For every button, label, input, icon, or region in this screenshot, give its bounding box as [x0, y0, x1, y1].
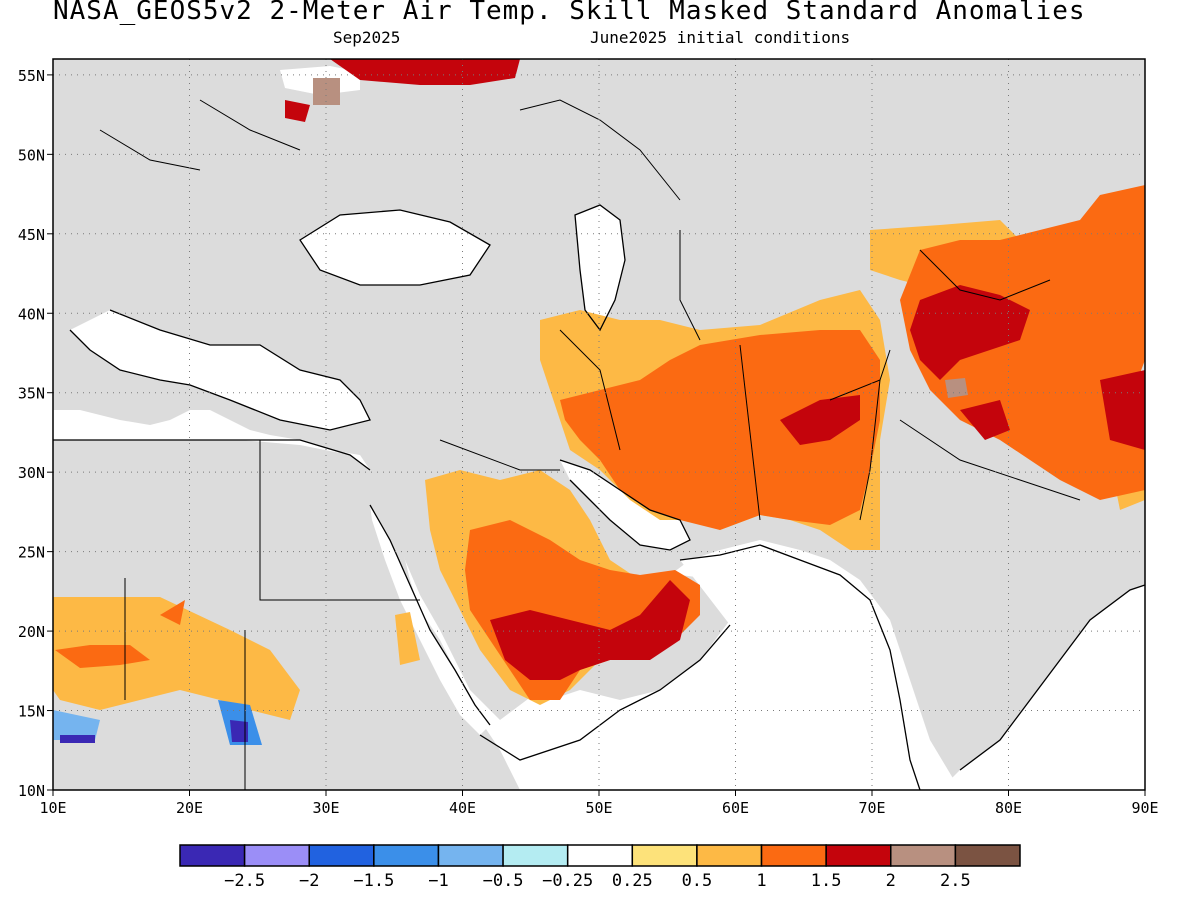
- subtitle-month: Sep2025: [333, 28, 401, 47]
- lat-tick-label: 45N: [18, 226, 45, 244]
- lat-tick-label: 40N: [18, 305, 45, 323]
- seas: [70, 66, 1145, 790]
- legend-swatch: [308, 844, 375, 867]
- lon-tick-label: 40E: [449, 799, 476, 817]
- legend-label: −0.25: [542, 871, 593, 891]
- lat-tick-label: 30N: [18, 464, 45, 482]
- lon-tick-label: 20E: [176, 799, 203, 817]
- legend-label: −1.5: [353, 871, 394, 891]
- legend-swatch: [373, 844, 440, 867]
- grid-lines: [53, 59, 1145, 790]
- legend-swatch: [760, 844, 827, 867]
- legend-swatch: [179, 844, 246, 867]
- subtitle-initial-conditions: June2025 initial conditions: [590, 28, 851, 47]
- lon-tick-label: 80E: [995, 799, 1022, 817]
- lon-tick-label: 10E: [39, 799, 66, 817]
- negative-anomalies: [53, 700, 262, 745]
- legend-swatch: [566, 844, 634, 867]
- legend-label: 0.25: [612, 871, 653, 891]
- map-field: [53, 59, 1145, 790]
- lon-tick-label: 90E: [1131, 799, 1158, 817]
- lat-tick-label: 15N: [18, 703, 45, 721]
- lat-tick-label: 55N: [18, 67, 45, 85]
- legend-label: 1: [756, 871, 766, 891]
- legend-label: −2.5: [224, 871, 265, 891]
- page-title: NASA_GEOS5v2 2-Meter Air Temp. Skill Mas…: [53, 0, 1086, 26]
- anomaly-2-to-2.5: [313, 78, 968, 398]
- legend-label: 2.5: [940, 871, 971, 891]
- lat-tick-label: 25N: [18, 544, 45, 562]
- legend-label: 1.5: [811, 871, 842, 891]
- anomaly-1.5-to-2: [285, 59, 1145, 680]
- legend-swatch: [631, 844, 698, 867]
- legend-swatch: [954, 844, 1021, 867]
- legend-swatch: [502, 844, 569, 867]
- legend-label: 2: [886, 871, 896, 891]
- coastlines: [53, 204, 1145, 790]
- legend-label: −1: [428, 871, 448, 891]
- lat-axis: 10N 15N 20N 25N 30N 35N 40N 45N 50N 55N: [18, 67, 53, 800]
- lon-tick-label: 60E: [722, 799, 749, 817]
- legend-swatch: [825, 844, 892, 867]
- lon-axis: 10E 20E 30E 40E 50E 60E 70E 80E 90E: [39, 790, 1159, 817]
- legend-label: −2: [299, 871, 319, 891]
- lat-tick-label: 20N: [18, 623, 45, 641]
- lon-tick-label: 50E: [585, 799, 612, 817]
- legend-label: 0.5: [682, 871, 713, 891]
- legend-swatch: [696, 844, 763, 867]
- lat-tick-label: 35N: [18, 385, 45, 403]
- lat-tick-label: 50N: [18, 146, 45, 164]
- borders: [99, 99, 1081, 790]
- lat-tick-label: 10N: [18, 782, 45, 800]
- color-legend: −2.5 −2 −1.5 −1 −0.5 −0.25 0.25 0.5 1 1.5 2 2.5: [179, 844, 1021, 891]
- legend-swatch: [437, 844, 504, 867]
- lon-tick-label: 70E: [858, 799, 885, 817]
- lon-tick-label: 30E: [312, 799, 339, 817]
- legend-swatch: [243, 844, 310, 867]
- legend-label: −0.5: [483, 871, 524, 891]
- legend-swatch: [890, 844, 957, 867]
